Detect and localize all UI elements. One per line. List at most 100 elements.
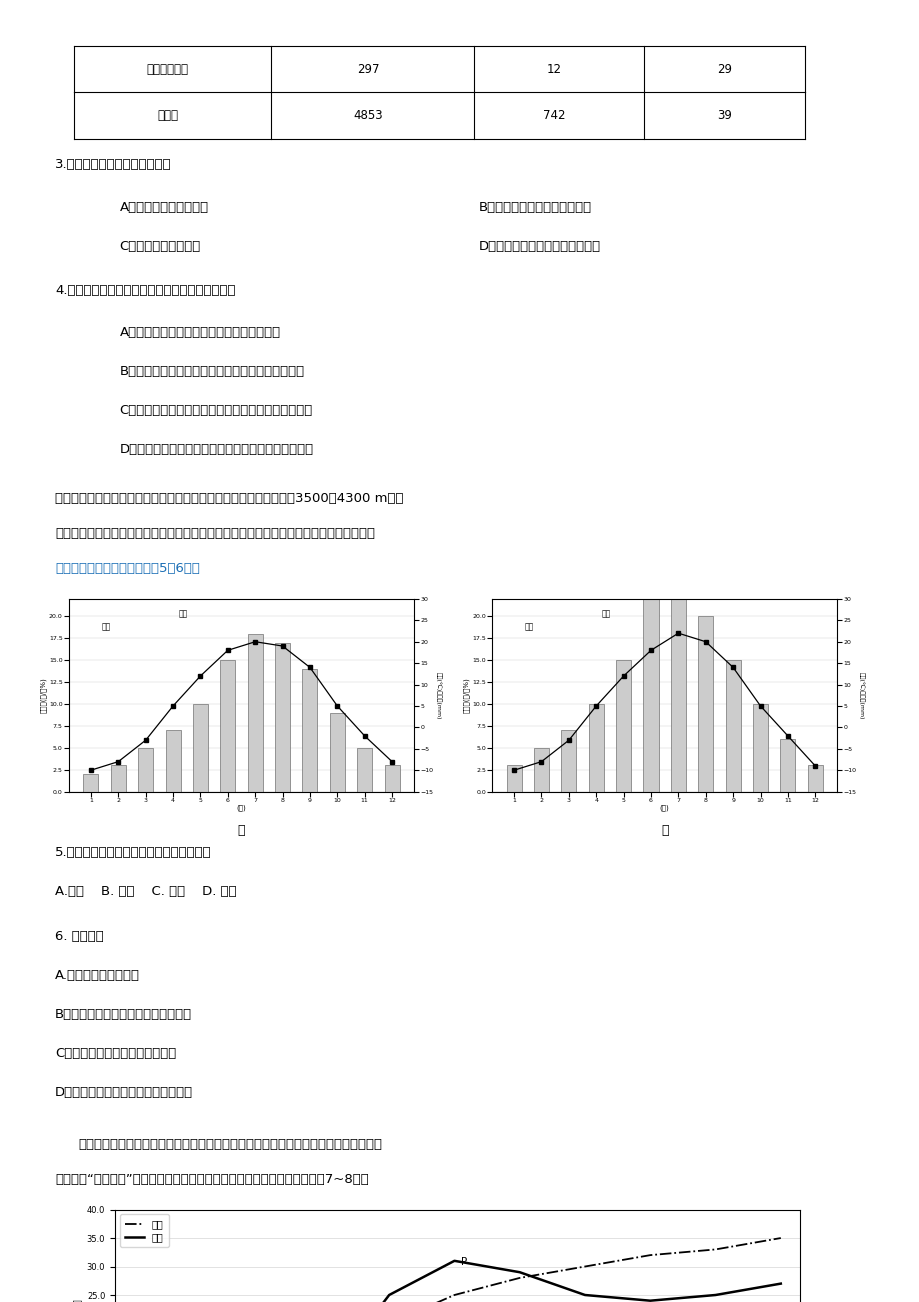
Bar	[646, 639, 654, 792]
Bar	[114, 766, 122, 792]
Text: 乙: 乙	[660, 824, 668, 837]
Bar	[642, 599, 658, 792]
Text: D．湖泊面积越大，换水周期越长: D．湖泊面积越大，换水周期越长	[478, 240, 600, 253]
Bar	[506, 766, 521, 792]
Bar	[306, 697, 313, 792]
Bar	[756, 728, 764, 792]
Bar	[197, 712, 204, 792]
Bar	[752, 704, 767, 792]
Bar	[674, 616, 682, 792]
城市	[579, 1259, 590, 1275]
Bar	[388, 772, 395, 792]
Bar	[278, 658, 286, 792]
Text: 降水: 降水	[525, 622, 534, 631]
Y-axis label: 径流量(月/年%): 径流量(月/年%)	[462, 677, 469, 713]
Bar	[811, 772, 818, 792]
Bar	[616, 660, 630, 792]
Text: 4853: 4853	[353, 109, 382, 122]
Bar	[725, 660, 740, 792]
Text: D．乙站以上河段以冰川融水补给为主: D．乙站以上河段以冰川融水补给为主	[55, 1086, 193, 1099]
农村	[709, 1288, 720, 1302]
农村	[448, 1253, 460, 1268]
Text: 喀什河与伊犁河汇合点至霍尔果斯是新疆伊犁河干流北山区，海拔为3500～4300 m。下: 喀什河与伊犁河汇合点至霍尔果斯是新疆伊犁河干流北山区，海拔为3500～4300 …	[55, 492, 403, 505]
Bar	[701, 633, 709, 792]
Text: 气温: 气温	[178, 609, 187, 618]
农村	[579, 1288, 590, 1302]
城市	[709, 1242, 720, 1258]
Y-axis label: 气温(℃)降水量(mm): 气温(℃)降水量(mm)	[858, 672, 864, 719]
Text: 研究表明，在人口老龄化过程中，许多国家普遍表现出农村人口老龄化程度高于城市的: 研究表明，在人口老龄化过程中，许多国家普遍表现出农村人口老龄化程度高于城市的	[78, 1138, 381, 1151]
Bar	[251, 648, 259, 792]
Bar	[360, 760, 369, 792]
城市	[448, 1288, 460, 1302]
Text: B．甲站以上河段以积雪融水补给为主: B．甲站以上河段以积雪融水补给为主	[55, 1008, 192, 1021]
Text: 12: 12	[546, 62, 562, 76]
Bar	[87, 776, 95, 792]
Text: 甲: 甲	[237, 824, 245, 837]
Bar	[142, 754, 150, 792]
Bar	[302, 669, 317, 792]
Text: 气温: 气温	[601, 609, 610, 618]
农村	[775, 1276, 786, 1292]
Legend: 城市, 农村: 城市, 农村	[119, 1215, 168, 1247]
Text: A．洞庭湖水体更新最快: A．洞庭湖水体更新最快	[119, 201, 209, 214]
Bar	[165, 730, 180, 792]
Bar	[384, 766, 399, 792]
Bar	[729, 680, 736, 792]
Bar	[223, 664, 232, 792]
城市	[775, 1230, 786, 1246]
Bar	[619, 680, 627, 792]
Bar	[333, 728, 341, 792]
Text: B．贮水量越小，换水周期越短: B．贮水量越小，换水周期越短	[478, 201, 591, 214]
Bar	[588, 704, 603, 792]
Text: 4.对青海湖和洞庭湖的数据分析正确的是（　　）: 4.对青海湖和洞庭湖的数据分析正确的是（ ）	[55, 284, 235, 297]
Bar	[110, 766, 126, 792]
农村	[514, 1264, 525, 1280]
Text: 图中甲水文站位于北山区中东部，乙水文站住于北山区中西部。下图示意两水文站气温、降: 图中甲水文站位于北山区中东部，乙水文站住于北山区中西部。下图示意两水文站气温、降	[55, 527, 375, 540]
Text: 滇池（昆明）: 滇池（昆明）	[147, 62, 188, 76]
城市	[644, 1247, 655, 1263]
Text: P: P	[460, 1258, 467, 1267]
Bar	[329, 712, 345, 792]
Text: 高三文综 第 2 页 共 12 页: 高三文综 第 2 页 共 12 页	[403, 1272, 517, 1285]
Text: 特点，即“城乡倒置”现象。下图为中国城乡人口老龄化趋势比较。读图回筗7~8题。: 特点，即“城乡倒置”现象。下图为中国城乡人口老龄化趋势比较。读图回筗7~8题。	[55, 1173, 369, 1186]
Y-axis label: 气温(℃)降水量(mm): 气温(℃)降水量(mm)	[436, 672, 441, 719]
Text: C．洞庭湖平均深度小的主要原因是该湖泥沙淤积严重: C．洞庭湖平均深度小的主要原因是该湖泥沙淤积严重	[119, 404, 312, 417]
Bar	[670, 573, 686, 792]
Bar	[592, 721, 599, 792]
Text: C．太湖水循环最活跃: C．太湖水循环最活跃	[119, 240, 200, 253]
Text: 5.甲水文站径流季节变化的主要影响因素是: 5.甲水文站径流季节变化的主要影响因素是	[55, 846, 211, 859]
X-axis label: (月): (月)	[659, 805, 669, 811]
Bar	[698, 616, 712, 792]
Bar	[564, 743, 572, 792]
Text: 3.分析表中的数据可知（　　）: 3.分析表中的数据可知（ ）	[55, 158, 172, 171]
Text: A．青海湖面积大的主要原因是该湖贮水量大: A．青海湖面积大的主要原因是该湖贮水量大	[119, 326, 280, 339]
Bar	[138, 747, 153, 792]
Text: D．洞庭湖入湖水量大的主要原因是该湖流域降水量小: D．洞庭湖入湖水量大的主要原因是该湖流域降水量小	[119, 443, 313, 456]
Text: 青海湖: 青海湖	[157, 109, 178, 122]
Text: 水量、径流量变化。据此完扑5～6题。: 水量、径流量变化。据此完扑5～6题。	[55, 562, 199, 575]
Text: 39: 39	[716, 109, 732, 122]
Text: B．青海湖换水周期短的主要原因是该湖入湖水量小: B．青海湖换水周期短的主要原因是该湖入湖水量小	[119, 365, 304, 378]
Bar	[84, 775, 98, 792]
Bar	[275, 643, 289, 792]
Line: 城市: 城市	[141, 1238, 780, 1302]
Line: 农村: 农村	[141, 1260, 780, 1302]
Text: 降水: 降水	[102, 622, 111, 631]
Text: C．甲、乙两站降水均集中在夏季: C．甲、乙两站降水均集中在夏季	[55, 1047, 176, 1060]
Bar	[247, 634, 263, 792]
Bar	[561, 730, 576, 792]
Bar	[220, 660, 235, 792]
Bar	[510, 772, 517, 792]
Text: 742: 742	[542, 109, 565, 122]
Bar	[533, 747, 549, 792]
Y-axis label: 60岁以上（%）: 60岁以上（%）	[71, 1298, 81, 1302]
Y-axis label: 径流量(月/年%): 径流量(月/年%)	[40, 677, 46, 713]
Bar	[783, 760, 791, 792]
Text: 29: 29	[716, 62, 732, 76]
Bar	[779, 740, 795, 792]
Bar	[193, 704, 208, 792]
X-axis label: (月): (月)	[236, 805, 246, 811]
城市	[514, 1271, 525, 1286]
Text: 6. 据图判断: 6. 据图判断	[55, 930, 104, 943]
